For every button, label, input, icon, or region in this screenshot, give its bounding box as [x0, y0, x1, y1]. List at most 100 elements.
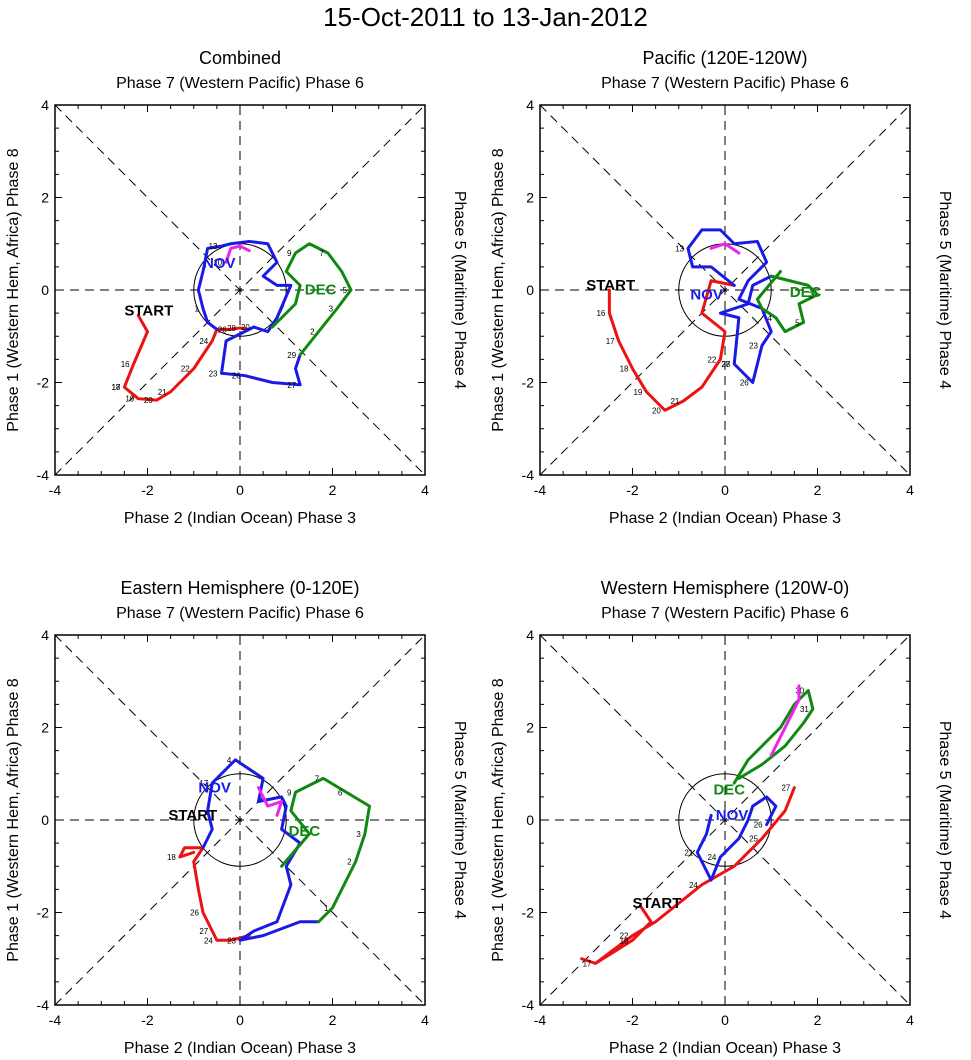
panel-combined: Combined Phase 7 (Western Pacific) Phase … [5, 48, 468, 527]
day-label: 27 [781, 784, 790, 793]
y-tick-label: 0 [41, 812, 49, 828]
day-label: 9 [287, 788, 292, 797]
day-label: 26 [754, 821, 763, 830]
right-axis-label: Phase 5 (Maritime) Phase 4 [936, 721, 953, 919]
day-label: 20 [652, 406, 661, 415]
day-label: 27 [199, 927, 208, 936]
right-axis-label: Phase 5 (Maritime) Phase 4 [451, 721, 468, 919]
x-tick-label: 2 [814, 1012, 822, 1028]
y-tick-label: 4 [526, 627, 534, 643]
y-tick-label: 0 [526, 812, 534, 828]
day-label: 3 [356, 830, 361, 839]
label-dec: DEC [289, 823, 321, 840]
series-jan-line [224, 244, 251, 264]
left-axis-label: Phase 1 (Western Hem, Africa) Phase 8 [490, 148, 507, 431]
series-dec-line [270, 242, 353, 357]
panel-title: Combined [199, 48, 281, 68]
day-label: 20 [144, 396, 153, 405]
label-dec: DEC [790, 284, 822, 301]
day-label: 9 [287, 249, 292, 258]
day-label: 21 [684, 848, 693, 857]
x-tick-label: 0 [721, 482, 729, 498]
y-tick-label: 2 [526, 720, 534, 736]
panel-eastern-hemisphere: Eastern Hemisphere (0-120E) Phase 7 (West… [5, 578, 468, 1057]
label-dec: DEC [713, 782, 745, 799]
day-label: 17 [199, 779, 208, 788]
label-nov: NOV [690, 286, 723, 303]
bottom-axis-label: Phase 2 (Indian Ocean) Phase 3 [124, 510, 356, 527]
series-oct-line [580, 786, 796, 965]
day-label: 26 [218, 325, 227, 334]
x-tick-label: 2 [329, 482, 337, 498]
day-label: 22 [707, 355, 716, 364]
day-label: 23 [209, 369, 218, 378]
day-label: 5 [795, 318, 800, 327]
panel-title: Eastern Hemisphere (0-120E) [120, 578, 359, 598]
y-tick-label: 4 [41, 627, 49, 643]
x-tick-label: 0 [236, 1012, 244, 1028]
x-tick-label: 4 [906, 1012, 914, 1028]
y-tick-label: 2 [41, 720, 49, 736]
y-tick-label: 2 [41, 190, 49, 206]
top-axis-label: Phase 7 (Western Pacific) Phase 6 [601, 75, 849, 92]
series-oct-line [122, 313, 251, 402]
day-label: 7 [319, 249, 324, 258]
day-label: 27 [287, 381, 296, 390]
day-label: 26 [190, 909, 199, 918]
series-jan-line [709, 242, 741, 255]
x-tick-label: -2 [141, 1012, 154, 1028]
panel-title: Western Hemisphere (120W-0) [601, 578, 849, 598]
x-tick-label: -4 [49, 1012, 62, 1028]
day-label: 26 [232, 372, 241, 381]
x-tick-label: -4 [534, 482, 547, 498]
unit-circle [678, 773, 772, 867]
series-dec-line [732, 689, 815, 785]
right-axis-label: Phase 5 (Maritime) Phase 4 [936, 191, 953, 389]
label-nov: NOV [716, 807, 749, 824]
y-tick-label: -4 [37, 467, 50, 483]
day-label: 22 [620, 932, 629, 941]
series-nov-line [196, 239, 302, 387]
x-tick-label: -2 [626, 1012, 639, 1028]
day-label: 18 [111, 383, 120, 392]
label-dec: DEC [305, 282, 337, 299]
day-label: 17 [583, 959, 592, 968]
day-label: 2 [347, 858, 352, 867]
y-tick-label: -4 [37, 997, 50, 1013]
day-label: 4 [227, 756, 232, 765]
main-title: 15-Oct-2011 to 13-Jan-2012 [323, 2, 648, 32]
day-label: 7 [315, 774, 320, 783]
top-axis-label: Phase 7 (Western Pacific) Phase 6 [116, 75, 364, 92]
y-tick-label: 4 [41, 97, 49, 113]
top-axis-label: Phase 7 (Western Pacific) Phase 6 [601, 605, 849, 622]
y-tick-label: 2 [526, 190, 534, 206]
day-label: 19 [125, 395, 134, 404]
bottom-axis-label: Phase 2 (Indian Ocean) Phase 3 [609, 510, 841, 527]
bottom-axis-label: Phase 2 (Indian Ocean) Phase 3 [124, 1040, 356, 1057]
series-jan-line [769, 684, 801, 757]
label-start: START [124, 302, 173, 319]
day-label: 28 [227, 324, 236, 333]
x-tick-label: -2 [141, 482, 154, 498]
day-label: 18 [620, 365, 629, 374]
y-tick-label: -4 [522, 467, 535, 483]
x-tick-label: 2 [329, 1012, 337, 1028]
day-label: 25 [749, 835, 758, 844]
series-jan-line [257, 786, 284, 817]
unit-circle [193, 773, 287, 867]
day-label: 17 [111, 383, 120, 392]
x-tick-label: 0 [236, 482, 244, 498]
day-label: 2 [809, 291, 814, 300]
y-tick-label: -2 [522, 905, 535, 921]
day-label: 21 [158, 388, 167, 397]
series-nov-line [201, 758, 321, 942]
x-tick-label: 4 [421, 1012, 429, 1028]
label-start: START [633, 895, 682, 912]
panel-western-hemisphere: Western Hemisphere (120W-0) Phase 7 (West… [490, 578, 953, 1057]
day-label: 19 [633, 388, 642, 397]
panel-pacific: Pacific (120E-120W) Phase 7 (Western Paci… [490, 48, 953, 527]
label-nov: NOV [198, 779, 231, 796]
x-tick-label: -4 [49, 482, 62, 498]
day-label: 10 [213, 258, 222, 267]
day-label: 24 [707, 853, 716, 862]
